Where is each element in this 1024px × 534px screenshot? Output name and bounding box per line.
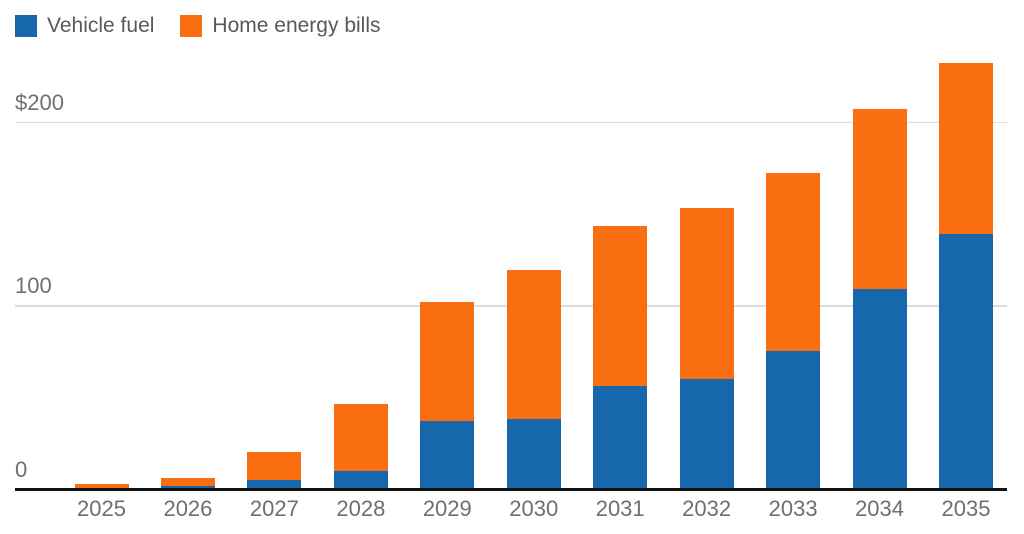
bar-segment-vehicle-fuel-2032	[679, 378, 734, 489]
bar-segment-home-energy-bills-2033	[766, 172, 821, 352]
gridline-200	[15, 121, 1007, 123]
x-axis-label-2030: 2030	[509, 496, 559, 521]
bar-segment-vehicle-fuel-2034	[852, 288, 907, 489]
x-axis-label-2034: 2034	[855, 496, 905, 521]
chart-legend: Vehicle fuel Home energy bills	[15, 14, 381, 38]
bar-segment-home-energy-bills-2031	[593, 226, 648, 387]
bar-segment-vehicle-fuel-2026	[160, 486, 215, 489]
bar-segment-vehicle-fuel-2030	[506, 419, 561, 489]
y-axis-label-200: $200	[15, 89, 64, 115]
y-axis-label-0: 0	[15, 457, 28, 482]
x-axis-label-2032: 2032	[682, 496, 732, 521]
bar-segment-home-energy-bills-2030	[506, 270, 561, 420]
x-axis-label-2035: 2035	[941, 496, 991, 521]
bar-segment-home-energy-bills-2025	[74, 484, 129, 489]
x-axis-label-2025: 2025	[77, 496, 126, 521]
bar-segment-vehicle-fuel-2028	[333, 470, 388, 489]
x-axis-line	[15, 488, 1007, 491]
bar-segment-vehicle-fuel-2027	[247, 479, 302, 489]
x-axis-label-2033: 2033	[768, 496, 818, 521]
bar-segment-home-energy-bills-2029	[420, 301, 475, 421]
y-axis-label-100: 100	[15, 273, 52, 299]
bar-segment-home-energy-bills-2027	[247, 452, 302, 480]
legend-swatch-home-energy-bills	[180, 15, 203, 37]
bar-segment-home-energy-bills-2034	[852, 108, 907, 289]
bar-segment-vehicle-fuel-2031	[593, 386, 648, 489]
x-axis-label-2029: 2029	[422, 496, 472, 521]
bar-segment-vehicle-fuel-2029	[420, 421, 475, 489]
bar-segment-home-energy-bills-2035	[939, 62, 993, 234]
bar-segment-vehicle-fuel-2035	[939, 233, 993, 489]
bar-segment-home-energy-bills-2026	[160, 477, 215, 487]
legend-label-vehicle-fuel: Vehicle fuel	[47, 14, 155, 37]
bar-segment-home-energy-bills-2032	[679, 207, 734, 379]
x-axis-label-2031: 2031	[595, 496, 645, 521]
x-axis-label-2027: 2027	[249, 496, 299, 521]
legend-swatch-vehicle-fuel	[15, 15, 37, 37]
legend-item-vehicle-fuel: Vehicle fuel	[15, 14, 154, 38]
bar-segment-home-energy-bills-2028	[333, 404, 388, 471]
legend-item-home-energy-bills: Home energy bills	[180, 14, 381, 38]
bar-segment-vehicle-fuel-2033	[766, 351, 821, 489]
x-axis-label-2028: 2028	[336, 496, 386, 521]
legend-label-home-energy-bills: Home energy bills	[212, 14, 381, 37]
x-axis-label-2026: 2026	[163, 496, 213, 521]
